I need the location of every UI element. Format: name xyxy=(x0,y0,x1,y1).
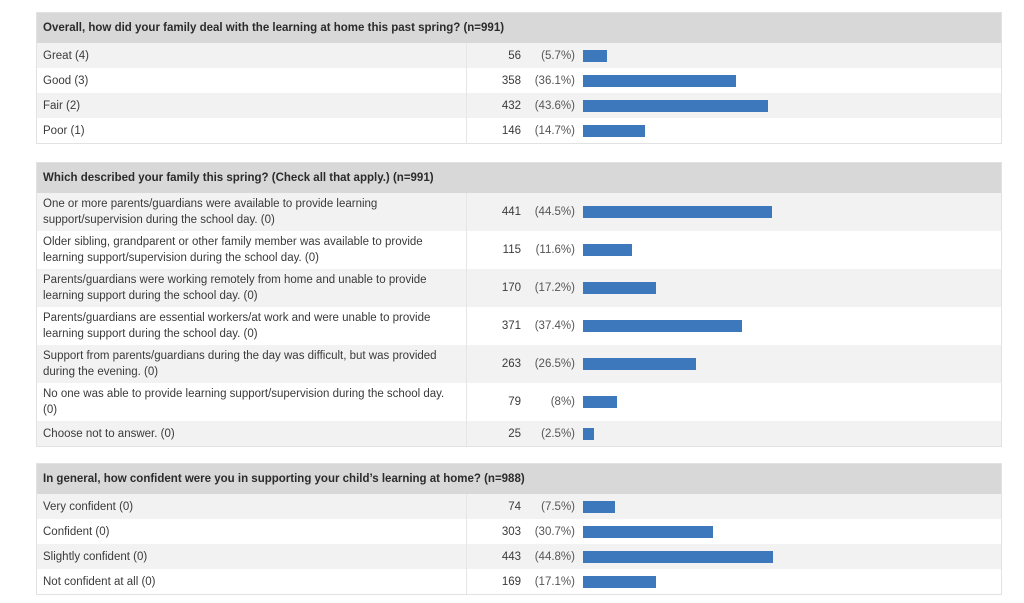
answer-label: Parents/guardians are essential workers/… xyxy=(37,307,467,345)
answer-count: 25 xyxy=(508,427,521,440)
answer-label: Poor (1) xyxy=(37,118,467,143)
answer-count: 263 xyxy=(501,358,521,370)
answer-count: 74 xyxy=(508,500,521,513)
bar-cell xyxy=(579,345,1001,383)
response-bar xyxy=(583,124,645,137)
answer-row: Slightly confident (0) 443 (44.8%) xyxy=(37,544,1001,569)
bar-cell xyxy=(579,544,1001,569)
response-bar xyxy=(583,49,607,62)
answer-label: Slightly confident (0) xyxy=(37,544,467,569)
response-bar xyxy=(583,550,773,563)
answer-count: 170 xyxy=(501,282,521,294)
answer-percent: (30.7%) xyxy=(534,525,575,538)
answer-label: Parents/guardians were working remotely … xyxy=(37,269,467,307)
answer-count: 371 xyxy=(501,320,521,332)
answer-label: Choose not to answer. (0) xyxy=(37,421,467,446)
answer-percent: (44.5%) xyxy=(534,206,575,218)
answer-count: 303 xyxy=(501,525,521,538)
answer-percent: (11.6%) xyxy=(535,244,575,256)
response-bar xyxy=(583,500,615,513)
response-bar xyxy=(583,244,632,256)
answer-rows: Very confident (0) 74 (7.5%) Confident (0) 3… xyxy=(37,494,1001,594)
answer-label: Not confident at all (0) xyxy=(37,569,467,594)
survey-question-1: Overall, how did your family deal with t… xyxy=(36,12,1002,144)
answer-row: No one was able to provide learning supp… xyxy=(37,383,1001,421)
bar-cell xyxy=(579,494,1001,519)
answer-count: 115 xyxy=(502,244,521,256)
answer-row: Confident (0) 303 (30.7%) xyxy=(37,519,1001,544)
bar-cell xyxy=(579,118,1001,143)
answer-percent: (14.7%) xyxy=(534,124,575,137)
answer-count: 441 xyxy=(501,206,521,218)
bar-cell xyxy=(579,269,1001,307)
response-bar xyxy=(583,525,713,538)
response-bar xyxy=(583,99,768,112)
answer-row: Not confident at all (0) 169 (17.1%) xyxy=(37,569,1001,594)
answer-percent: (7.5%) xyxy=(541,500,575,513)
bar-cell xyxy=(579,421,1001,446)
bar-cell xyxy=(579,68,1001,93)
answer-row: Very confident (0) 74 (7.5%) xyxy=(37,494,1001,519)
answer-row: Good (3) 358 (36.1%) xyxy=(37,68,1001,93)
bar-cell xyxy=(579,519,1001,544)
response-bar xyxy=(583,74,736,87)
bar-cell xyxy=(579,231,1001,269)
survey-question-3: In general, how confident were you in su… xyxy=(36,463,1002,595)
answer-rows: Great (4) 56 (5.7%) Good (3) 358 (36.1%) Fair … xyxy=(37,43,1001,143)
answer-percent: (26.5%) xyxy=(534,358,575,370)
response-bar xyxy=(583,575,656,588)
answer-count: 79 xyxy=(508,396,521,408)
response-bar xyxy=(583,396,617,408)
answer-percent: (36.1%) xyxy=(534,74,575,87)
answer-row: Support from parents/guardians during th… xyxy=(37,345,1001,383)
bar-cell xyxy=(579,307,1001,345)
answer-percent: (44.8%) xyxy=(534,550,575,563)
answer-label: Confident (0) xyxy=(37,519,467,544)
survey-question-2: Which described your family this spring?… xyxy=(36,162,1002,447)
answer-row: Parents/guardians were working remotely … xyxy=(37,269,1001,307)
answer-rows: One or more parents/guardians were avail… xyxy=(37,193,1001,446)
answer-percent: (8%) xyxy=(550,396,575,408)
answer-count: 358 xyxy=(501,74,521,87)
answer-label: One or more parents/guardians were avail… xyxy=(37,193,467,231)
answer-percent: (2.5%) xyxy=(541,427,575,440)
bar-cell xyxy=(579,193,1001,231)
answer-row: Choose not to answer. (0) 25 (2.5%) xyxy=(37,421,1001,446)
answer-row: One or more parents/guardians were avail… xyxy=(37,193,1001,231)
bar-cell xyxy=(579,383,1001,421)
bar-cell xyxy=(579,93,1001,118)
answer-label: Very confident (0) xyxy=(37,494,467,519)
answer-label: Great (4) xyxy=(37,43,467,68)
bar-cell xyxy=(579,569,1001,594)
answer-row: Fair (2) 432 (43.6%) xyxy=(37,93,1001,118)
response-bar xyxy=(583,320,742,332)
question-title: Which described your family this spring?… xyxy=(37,163,1001,193)
answer-percent: (17.1%) xyxy=(534,575,575,588)
answer-percent: (17.2%) xyxy=(534,282,575,294)
answer-label: Older sibling, grandparent or other fami… xyxy=(37,231,467,269)
answer-row: Great (4) 56 (5.7%) xyxy=(37,43,1001,68)
answer-count: 146 xyxy=(501,124,521,137)
answer-row: Older sibling, grandparent or other fami… xyxy=(37,231,1001,269)
answer-count: 443 xyxy=(501,550,521,563)
response-bar xyxy=(583,358,696,370)
question-title: In general, how confident were you in su… xyxy=(37,464,1001,494)
answer-count: 56 xyxy=(508,49,521,62)
response-bar xyxy=(583,427,594,440)
answer-percent: (5.7%) xyxy=(541,49,575,62)
answer-label: Support from parents/guardians during th… xyxy=(37,345,467,383)
question-title: Overall, how did your family deal with t… xyxy=(37,13,1001,43)
answer-label: Good (3) xyxy=(37,68,467,93)
answer-count: 169 xyxy=(501,575,521,588)
answer-percent: (37.4%) xyxy=(534,320,575,332)
response-bar xyxy=(583,282,656,294)
response-bar xyxy=(583,206,772,218)
answer-count: 432 xyxy=(501,99,521,112)
answer-label: Fair (2) xyxy=(37,93,467,118)
answer-row: Parents/guardians are essential workers/… xyxy=(37,307,1001,345)
answer-percent: (43.6%) xyxy=(534,99,575,112)
answer-row: Poor (1) 146 (14.7%) xyxy=(37,118,1001,143)
bar-cell xyxy=(579,43,1001,68)
answer-label: No one was able to provide learning supp… xyxy=(37,383,467,421)
